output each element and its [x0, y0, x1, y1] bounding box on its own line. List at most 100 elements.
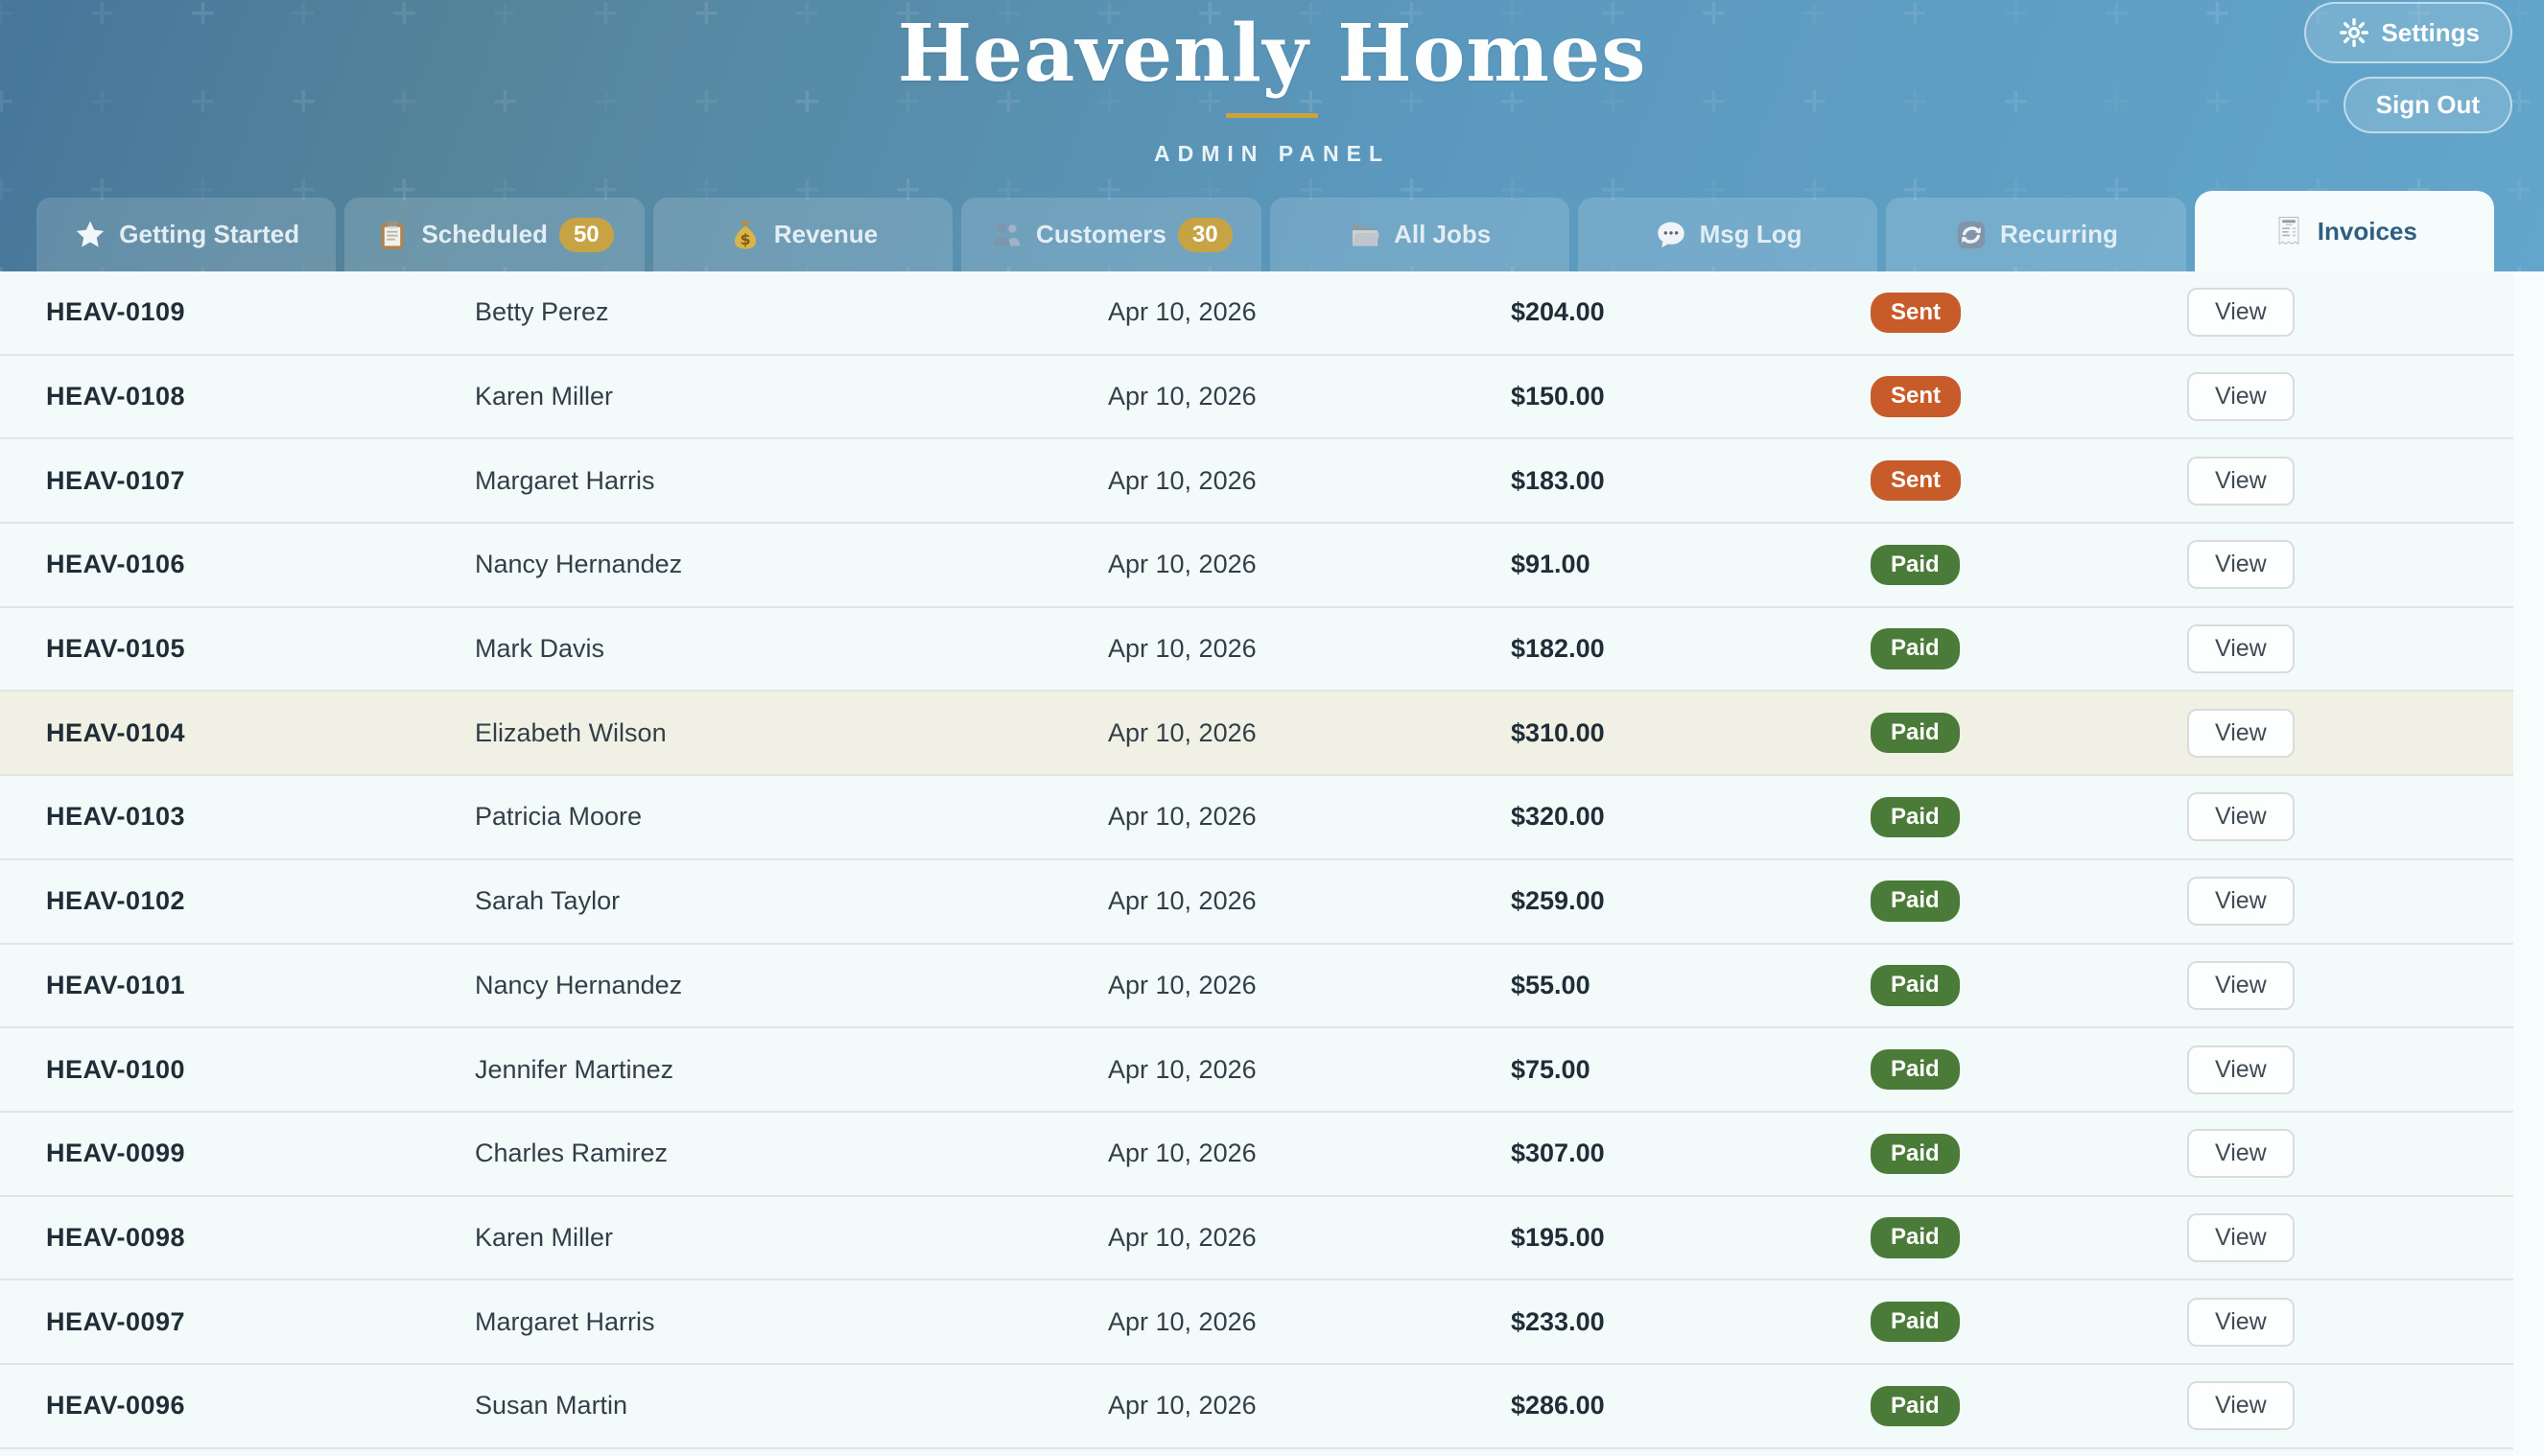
view-button[interactable]: View — [2187, 456, 2295, 505]
view-button[interactable]: View — [2187, 708, 2295, 758]
tab-revenue[interactable]: $ Revenue — [652, 198, 954, 271]
invoice-row: HEAV-0100 Jennifer Martinez Apr 10, 2026… — [0, 1028, 2544, 1113]
title-block: Heavenly Homes ADMIN PANEL — [0, 0, 2544, 167]
status-badge: Paid — [1871, 1133, 1960, 1174]
invoice-id: HEAV-0101 — [46, 970, 186, 999]
view-button[interactable]: View — [2187, 624, 2295, 674]
invoice-id: HEAV-0107 — [46, 465, 186, 495]
tab-invoices[interactable]: Invoices — [2194, 191, 2494, 271]
invoice-amount: $233.00 — [1511, 1306, 1605, 1336]
tab-getting-started[interactable]: Getting Started — [36, 198, 337, 271]
page-subtitle: ADMIN PANEL — [1153, 141, 1390, 166]
view-button[interactable]: View — [2187, 540, 2295, 590]
invoice-id: HEAV-0104 — [46, 717, 186, 747]
svg-text:$: $ — [740, 230, 750, 247]
invoice-row: HEAV-0098 Karen Miller Apr 10, 2026 $195… — [0, 1197, 2544, 1281]
invoice-date: Apr 10, 2026 — [1108, 970, 1257, 999]
receipt-icon — [2272, 214, 2306, 248]
tab-label: Scheduled — [421, 220, 548, 248]
view-button[interactable]: View — [2187, 1129, 2295, 1179]
invoice-date: Apr 10, 2026 — [1108, 1222, 1257, 1252]
invoice-customer: Karen Miller — [475, 382, 614, 411]
status-badge: Paid — [1871, 881, 1960, 922]
status-badge: Paid — [1871, 713, 1960, 754]
view-button[interactable]: View — [2187, 1212, 2295, 1262]
view-button[interactable]: View — [2187, 1297, 2295, 1347]
refresh-icon — [1954, 218, 1989, 252]
invoices-table: HEAV-0109 Betty Perez Apr 10, 2026 $204.… — [0, 271, 2544, 1456]
invoice-amount: $75.00 — [1511, 1054, 1590, 1084]
status-badge: Paid — [1871, 1048, 1960, 1091]
invoice-customer: Margaret Harris — [475, 465, 655, 495]
view-button[interactable]: View — [2187, 372, 2295, 422]
tab-recurring[interactable]: Recurring — [1886, 198, 2186, 271]
status-badge: Paid — [1871, 1217, 1960, 1258]
settings-button[interactable]: Settings — [2304, 2, 2512, 63]
invoice-customer: Elizabeth Wilson — [475, 717, 667, 747]
invoice-row: HEAV-0102 Sarah Taylor Apr 10, 2026 $259… — [0, 860, 2544, 945]
invoice-id: HEAV-0100 — [46, 1054, 186, 1084]
money-bag-icon: $ — [728, 218, 763, 252]
invoice-date: Apr 10, 2026 — [1108, 550, 1257, 579]
invoice-date: Apr 10, 2026 — [1108, 1054, 1257, 1084]
tab-label: Recurring — [2000, 220, 2118, 248]
tab-label: Getting Started — [119, 220, 300, 248]
clipboard-icon — [375, 218, 410, 252]
invoice-row: HEAV-0104 Elizabeth Wilson Apr 10, 2026 … — [0, 692, 2544, 777]
invoice-customer: Margaret Harris — [475, 1306, 655, 1336]
tab-label: Revenue — [773, 220, 879, 248]
invoice-id: HEAV-0102 — [46, 886, 186, 916]
view-button[interactable]: View — [2187, 1381, 2295, 1431]
invoice-id: HEAV-0096 — [46, 1391, 186, 1421]
view-button[interactable]: View — [2187, 960, 2295, 1010]
view-button[interactable]: View — [2187, 1045, 2295, 1094]
invoice-customer: Nancy Hernandez — [475, 970, 683, 999]
folder-icon — [1348, 218, 1382, 252]
status-badge: Sent — [1871, 292, 1962, 334]
invoice-customer: Nancy Hernandez — [475, 550, 683, 579]
invoice-date: Apr 10, 2026 — [1108, 634, 1257, 664]
view-button[interactable]: View — [2187, 877, 2295, 927]
invoice-row: HEAV-0105 Mark Davis Apr 10, 2026 $182.0… — [0, 608, 2544, 693]
invoice-row: HEAV-0106 Nancy Hernandez Apr 10, 2026 $… — [0, 524, 2544, 608]
invoice-amount: $195.00 — [1511, 1222, 1605, 1252]
invoice-customer: Jennifer Martinez — [475, 1054, 674, 1084]
invoice-row: HEAV-0107 Margaret Harris Apr 10, 2026 $… — [0, 439, 2544, 525]
invoice-amount: $91.00 — [1511, 550, 1590, 579]
invoice-customer: Patricia Moore — [475, 802, 643, 832]
tab-msg-log[interactable]: Msg Log — [1577, 198, 1878, 271]
tab-all-jobs[interactable]: All Jobs — [1269, 198, 1569, 271]
view-button[interactable]: View — [2187, 792, 2295, 842]
status-badge: Paid — [1871, 544, 1960, 586]
invoice-amount: $204.00 — [1511, 297, 1605, 327]
invoice-row: HEAV-0101 Nancy Hernandez Apr 10, 2026 $… — [0, 945, 2544, 1029]
status-badge: Paid — [1871, 1385, 1960, 1426]
invoice-id: HEAV-0103 — [46, 802, 186, 832]
invoice-amount: $320.00 — [1511, 802, 1605, 832]
invoice-date: Apr 10, 2026 — [1108, 297, 1257, 327]
tab-label: Msg Log — [1699, 220, 1802, 248]
sign-out-button-label: Sign Out — [2375, 90, 2480, 119]
sign-out-button[interactable]: Sign Out — [2343, 77, 2512, 133]
header: + + + + + + + + + + + + + + + + + + + + + + + + + + + + + + + + + + + + + + + +… — [0, 0, 2544, 271]
status-badge: Sent — [1871, 376, 1962, 417]
invoice-row: HEAV-0097 Margaret Harris Apr 10, 2026 $… — [0, 1280, 2544, 1365]
status-badge: Sent — [1871, 460, 1962, 502]
status-badge: Paid — [1871, 628, 1960, 669]
tab-bar: Getting Started Scheduled 50 $ Revenue C… — [36, 191, 2494, 271]
invoice-date: Apr 10, 2026 — [1108, 465, 1257, 495]
tab-customers[interactable]: Customers 30 — [961, 198, 1261, 271]
invoice-id: HEAV-0109 — [46, 297, 186, 327]
gear-icon — [2337, 15, 2371, 50]
invoice-id: HEAV-0098 — [46, 1222, 186, 1252]
invoice-amount: $286.00 — [1511, 1391, 1605, 1421]
invoice-id: HEAV-0097 — [46, 1306, 186, 1336]
view-button[interactable]: View — [2187, 288, 2295, 338]
people-icon — [990, 218, 1025, 252]
invoice-row: HEAV-0108 Karen Miller Apr 10, 2026 $150… — [0, 356, 2544, 440]
status-badge: Paid — [1871, 796, 1960, 838]
invoice-amount: $259.00 — [1511, 886, 1605, 916]
invoice-amount: $183.00 — [1511, 465, 1605, 495]
invoice-date: Apr 10, 2026 — [1108, 886, 1257, 916]
tab-scheduled[interactable]: Scheduled 50 — [344, 198, 645, 271]
